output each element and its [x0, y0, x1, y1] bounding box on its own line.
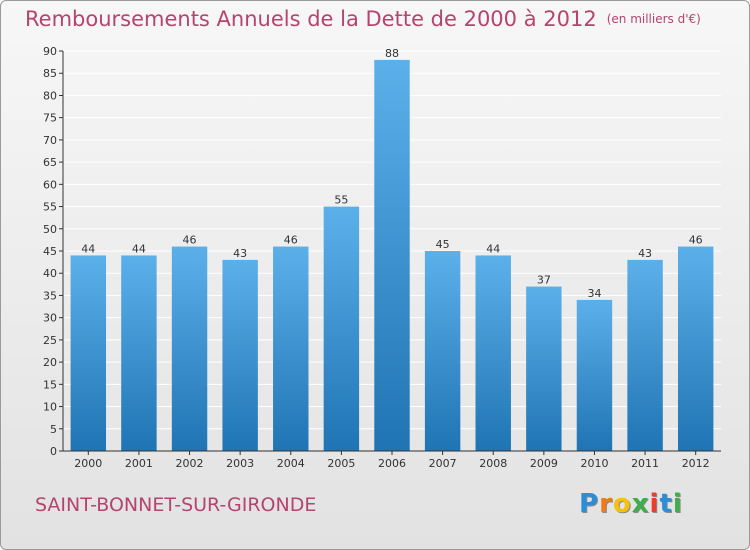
y-tick-label: 10: [43, 401, 57, 414]
logo-letter: i: [649, 489, 660, 519]
x-tick-label: 2010: [580, 457, 608, 470]
x-tick-label: 2002: [176, 457, 204, 470]
x-tick-label: 2006: [378, 457, 406, 470]
y-tick-label: 70: [43, 134, 57, 147]
x-tick-label: 2005: [327, 457, 355, 470]
data-label: 44: [81, 242, 95, 255]
bar: [627, 259, 663, 451]
y-tick-label: 5: [50, 423, 57, 436]
axes: [62, 51, 721, 452]
bars: [70, 59, 714, 452]
y-tick-label: 60: [43, 178, 57, 191]
logo-letter: P: [579, 489, 600, 519]
y-tick-label: 25: [43, 334, 57, 347]
bar: [526, 286, 562, 451]
logo-letter: r: [599, 489, 613, 519]
y-tick-label: 35: [43, 289, 57, 302]
chart-title: Remboursements Annuels de la Dette de 20…: [25, 7, 701, 31]
bar: [171, 246, 208, 451]
y-tick-label: 50: [43, 223, 57, 236]
logo-letter: x: [631, 489, 650, 519]
data-label: 46: [284, 234, 298, 247]
x-tick-label: 2008: [479, 457, 507, 470]
bar: [222, 259, 258, 451]
chart-title-text: Remboursements Annuels de la Dette de 20…: [25, 7, 597, 31]
logo-letter: i: [672, 489, 683, 519]
data-label: 46: [183, 234, 197, 247]
data-label: 44: [132, 242, 146, 255]
logo-letter: t: [659, 489, 673, 519]
commune-name: SAINT-BONNET-SUR-GIRONDE: [35, 494, 317, 516]
bar: [273, 246, 309, 451]
x-tick-label: 2003: [226, 457, 254, 470]
logo-letter: o: [612, 489, 632, 519]
data-label: 88: [385, 47, 399, 60]
bar: [424, 251, 461, 451]
y-tick-label: 0: [50, 445, 57, 458]
y-tick-label: 40: [43, 267, 57, 280]
y-tick-label: 75: [43, 112, 57, 125]
y-tick-label: 85: [43, 67, 57, 80]
y-tick-label: 90: [43, 45, 57, 58]
x-tick-label: 2012: [682, 457, 710, 470]
bar: [677, 246, 714, 451]
data-label: 44: [486, 242, 500, 255]
x-tick-label: 2000: [74, 457, 102, 470]
x-tick-label: 2009: [530, 457, 558, 470]
x-tick-label: 2011: [631, 457, 659, 470]
bar: [323, 206, 360, 451]
y-tick-label: 20: [43, 356, 57, 369]
data-label: 37: [537, 274, 551, 287]
chart-unit: (en milliers d'€): [606, 12, 701, 26]
y-tick-label: 55: [43, 201, 57, 214]
y-tick-label: 45: [43, 245, 57, 258]
data-labels: 44 44 46 43 46 55 88 45 44 37 34 43 46: [81, 47, 702, 300]
x-tick-label: 2004: [277, 457, 305, 470]
data-label: 46: [689, 234, 703, 247]
y-tick-label: 65: [43, 156, 57, 169]
bar: [121, 255, 157, 451]
x-tick-label: 2007: [429, 457, 457, 470]
data-label: 45: [436, 238, 450, 251]
bar: [70, 255, 107, 451]
data-label: 43: [638, 247, 652, 260]
y-axis-ticks: 0 5 10 15 20 25 30 35 40 45 50 55 60 65 70 75 80 85 90: [43, 45, 63, 458]
bar: [475, 255, 511, 451]
bar: [576, 299, 613, 451]
x-tick-label: 2001: [125, 457, 153, 470]
y-tick-label: 15: [43, 378, 57, 391]
y-tick-label: 30: [43, 312, 57, 325]
y-tick-label: 80: [43, 89, 57, 102]
x-axis-ticks: 2000 2001 2002 2003 2004 2005 2006 2007 2008 2009…: [74, 451, 710, 470]
data-label: 55: [334, 194, 348, 207]
data-label: 43: [233, 247, 247, 260]
bar: [374, 59, 410, 452]
data-label: 34: [587, 287, 601, 300]
proxiti-logo: Proxiti: [579, 489, 683, 519]
